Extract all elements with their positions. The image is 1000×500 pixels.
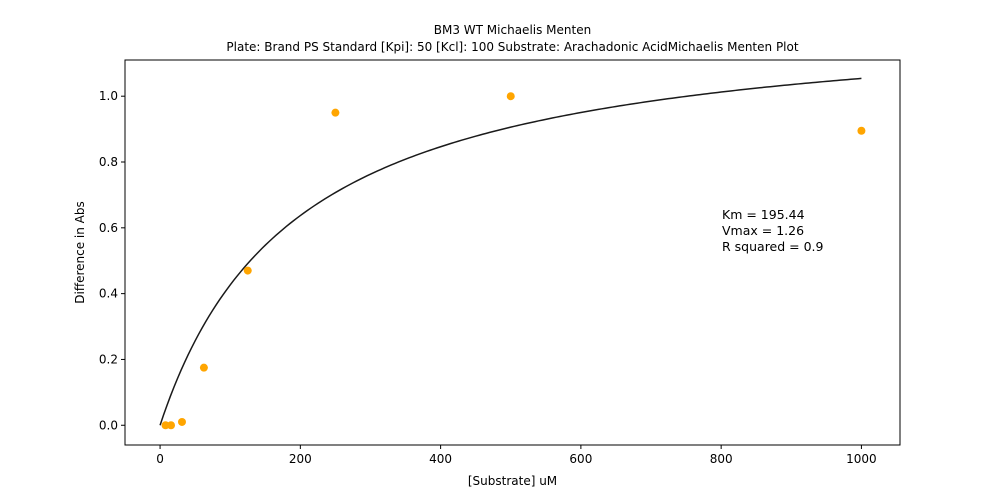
y-tick-label: 0.4 bbox=[99, 287, 118, 301]
plot-area-frame bbox=[124, 59, 901, 446]
x-axis-label: [Substrate] uM bbox=[468, 474, 557, 488]
data-points bbox=[161, 92, 866, 430]
x-tick-label: 800 bbox=[710, 452, 733, 466]
data-point bbox=[331, 108, 340, 117]
y-tick-label: 0.2 bbox=[99, 352, 118, 366]
r-squared-annotation: R squared = 0.9 bbox=[722, 239, 824, 254]
y-tick-label: 0.6 bbox=[99, 221, 118, 235]
data-point bbox=[167, 421, 176, 430]
km-annotation: Km = 195.44 bbox=[722, 207, 805, 222]
data-point bbox=[161, 421, 170, 430]
data-point bbox=[177, 417, 186, 426]
data-point bbox=[857, 126, 866, 135]
fit-annotation: Km = 195.44 Vmax = 1.26 R squared = 0.9 bbox=[722, 207, 824, 254]
michaelis-menten-fit-curve bbox=[159, 77, 862, 426]
x-tick-label: 1000 bbox=[846, 452, 877, 466]
chart-title: BM3 WT Michaelis Menten bbox=[434, 23, 591, 37]
y-axis: 0.0 0.2 0.4 0.6 0.8 1.0 bbox=[99, 89, 125, 432]
data-point bbox=[506, 92, 515, 101]
x-tick-label: 0 bbox=[156, 452, 164, 466]
data-point bbox=[199, 363, 208, 372]
y-axis-label: Difference in Abs bbox=[73, 201, 87, 304]
chart-subtitle: Plate: Brand PS Standard [Kpi]: 50 [Kcl]… bbox=[226, 40, 798, 54]
data-point bbox=[243, 266, 252, 275]
y-tick-label: 0.8 bbox=[99, 155, 118, 169]
x-tick-label: 600 bbox=[569, 452, 592, 466]
x-tick-label: 400 bbox=[429, 452, 452, 466]
x-tick-label: 200 bbox=[289, 452, 312, 466]
y-tick-label: 1.0 bbox=[99, 89, 118, 103]
x-axis: 0 200 400 600 800 1000 bbox=[156, 445, 877, 466]
vmax-annotation: Vmax = 1.26 bbox=[722, 223, 804, 238]
y-tick-label: 0.0 bbox=[99, 418, 118, 432]
